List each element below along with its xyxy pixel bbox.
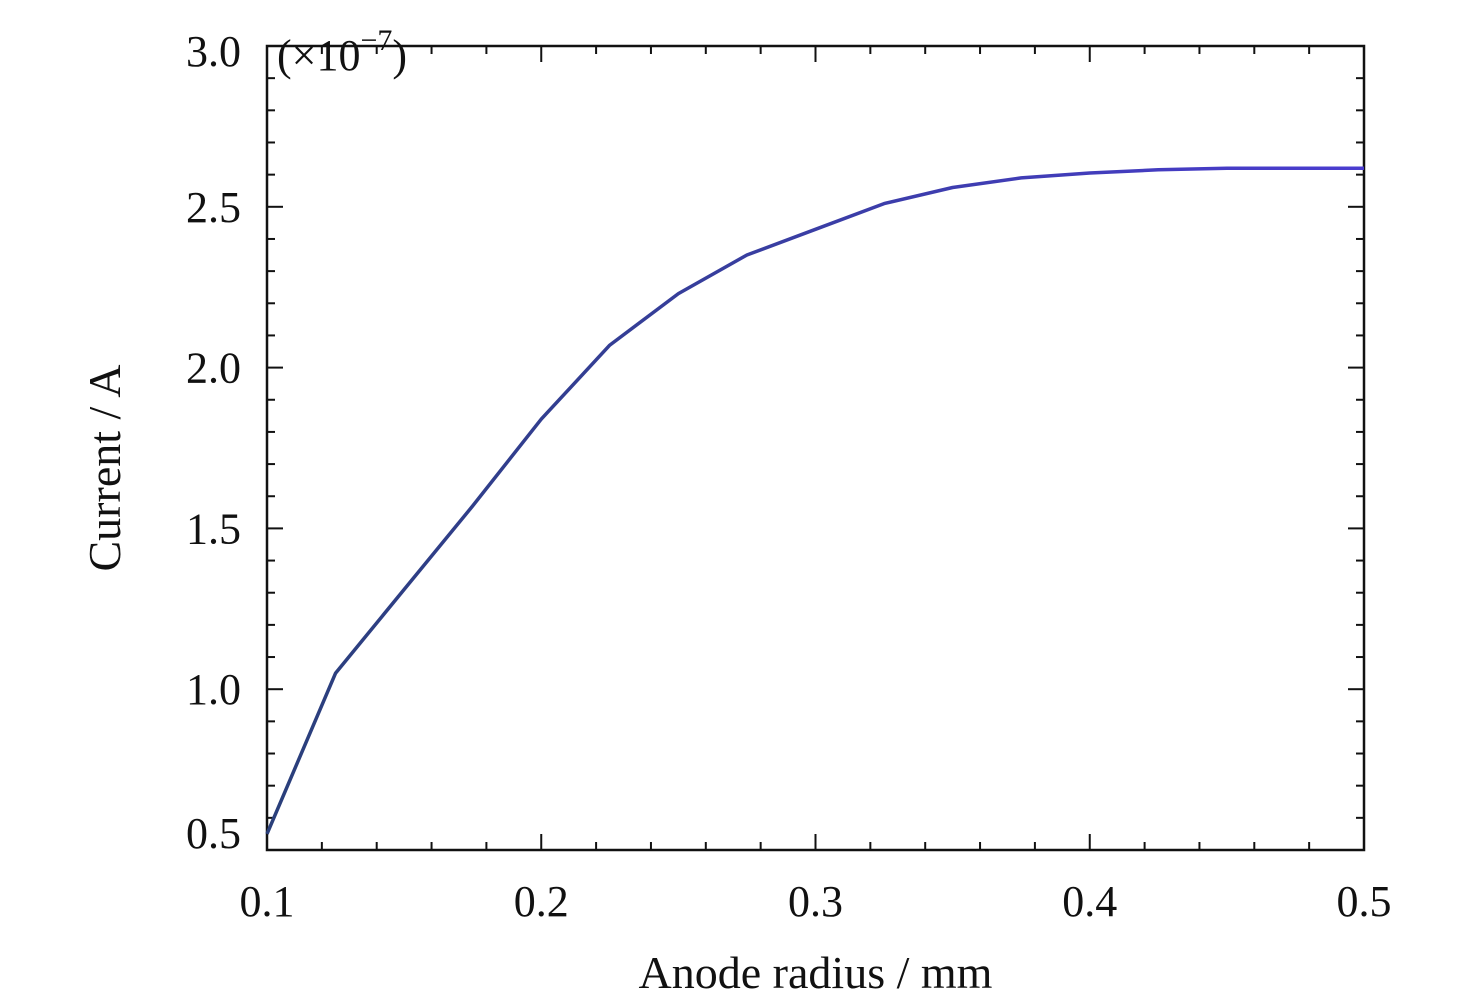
y-tick-label: 2.0 <box>186 344 241 393</box>
scale-factor-label: (×10−7) <box>277 24 407 80</box>
x-tick-label: 0.4 <box>1062 877 1117 926</box>
x-tick-label: 0.1 <box>240 877 295 926</box>
x-tick-label: 0.2 <box>514 877 569 926</box>
scale-factor-prefix: (×10 <box>277 31 360 80</box>
tick-labels: 0.1 0.2 0.3 0.4 0.5 0.5 1.0 1.5 2.0 2.5 3.0 <box>186 27 1392 926</box>
x-tick-label: 0.3 <box>788 877 843 926</box>
y-tick-label: 2.5 <box>186 183 241 232</box>
series-line <box>265 166 1364 835</box>
y-axis-title: Current / A <box>79 365 130 572</box>
x-tick-label: 0.5 <box>1337 877 1392 926</box>
plot-frame <box>265 44 1366 852</box>
scale-factor-close: ) <box>392 31 407 80</box>
y-tick-label: 1.5 <box>186 504 241 553</box>
y-tick-label: 0.5 <box>186 809 241 858</box>
y-tick-label: 3.0 <box>186 27 241 76</box>
scale-exponent: −7 <box>360 24 392 57</box>
y-tick-label: 1.0 <box>186 665 241 714</box>
x-axis-title: Anode radius / mm <box>639 947 993 998</box>
axis-ticks <box>266 45 1365 851</box>
